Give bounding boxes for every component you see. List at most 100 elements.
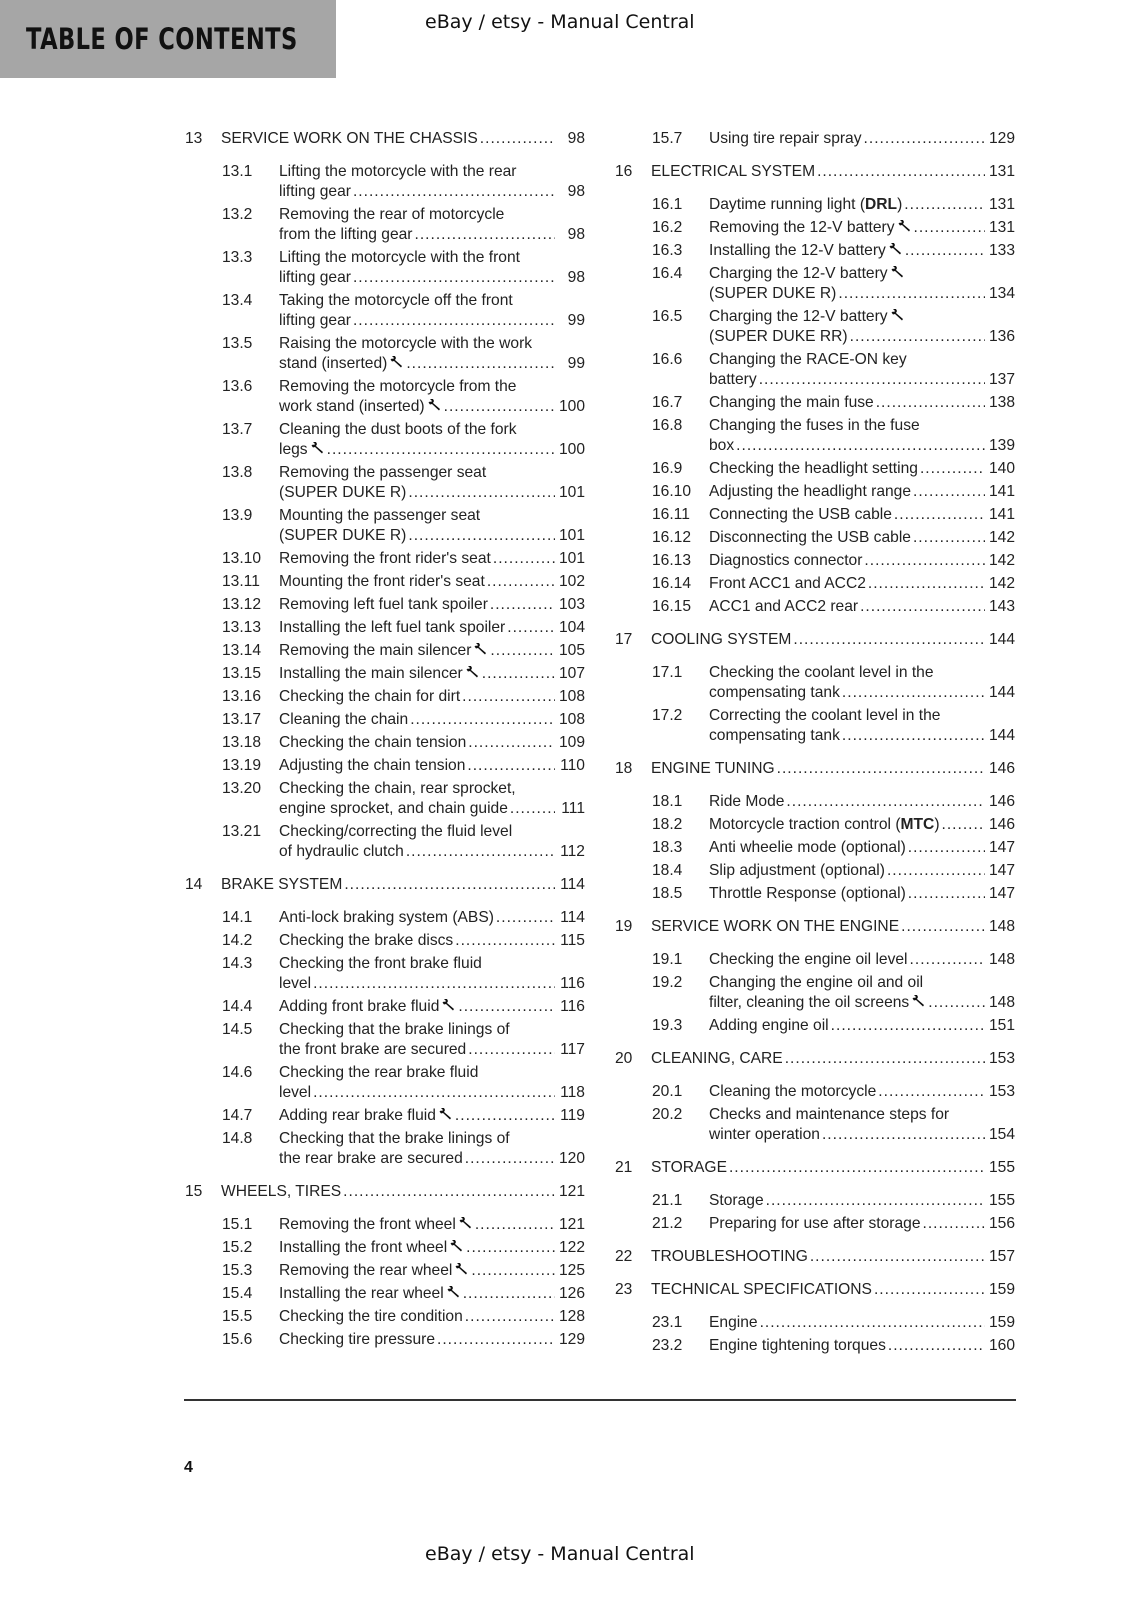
entry-page-number[interactable]: 108 [558, 711, 585, 728]
entry-page-number[interactable]: 103 [558, 596, 585, 613]
entry-page-number[interactable]: 101 [558, 527, 585, 544]
toc-entry[interactable]: 16.6 Changing the RACE-ON key battery 137 [615, 350, 1015, 390]
toc-entry[interactable]: 17.2 Correcting the coolant level in the c… [615, 706, 1015, 746]
toc-chapter[interactable]: 19 SERVICE WORK ON THE ENGINE 148 [615, 917, 1015, 937]
entry-page-number[interactable]: 138 [988, 394, 1015, 411]
toc-entry[interactable]: 23.1 Engine 159 [615, 1313, 1015, 1333]
entry-page-number[interactable]: 115 [560, 932, 585, 949]
entry-page-number[interactable]: 153 [988, 1083, 1015, 1100]
entry-page-number[interactable]: 137 [988, 371, 1015, 388]
toc-entry[interactable]: 14.2 Checking the brake discs 115 [185, 931, 585, 951]
entry-page-number[interactable]: 156 [988, 1215, 1015, 1232]
toc-entry[interactable]: 20.1 Cleaning the motorcycle 153 [615, 1082, 1015, 1102]
entry-page-number[interactable]: 142 [988, 529, 1015, 546]
entry-page-number[interactable]: 144 [988, 631, 1015, 648]
toc-entry[interactable]: 20.2 Checks and maintenance steps for wint… [615, 1105, 1015, 1145]
toc-entry[interactable]: 14.6 Checking the rear brake fluid level 11… [185, 1063, 585, 1103]
entry-page-number[interactable]: 144 [988, 727, 1015, 744]
entry-page-number[interactable]: 100 [558, 441, 585, 458]
toc-entry[interactable]: 13.10 Removing the front rider's seat 101 [185, 549, 585, 569]
toc-chapter[interactable]: 15 WHEELS, TIRES 121 [185, 1182, 585, 1202]
toc-entry[interactable]: 15.1 Removing the front wheel 121 [185, 1215, 585, 1235]
entry-page-number[interactable]: 100 [558, 398, 585, 415]
entry-page-number[interactable]: 140 [988, 460, 1015, 477]
entry-page-number[interactable]: 160 [988, 1337, 1015, 1354]
entry-page-number[interactable]: 131 [988, 163, 1015, 180]
toc-entry[interactable]: 13.3 Lifting the motorcycle with the fron… [185, 248, 585, 288]
toc-entry[interactable]: 16.2 Removing the 12-V battery 131 [615, 218, 1015, 238]
entry-page-number[interactable]: 98 [567, 226, 585, 243]
toc-entry[interactable]: 18.5 Throttle Response (optional) 147 [615, 884, 1015, 904]
entry-page-number[interactable]: 120 [558, 1150, 585, 1167]
entry-page-number[interactable]: 99 [567, 312, 585, 329]
toc-chapter[interactable]: 14 BRAKE SYSTEM 114 [185, 875, 585, 895]
toc-chapter[interactable]: 17 COOLING SYSTEM 144 [615, 630, 1015, 650]
entry-page-number[interactable]: 159 [988, 1314, 1015, 1331]
entry-page-number[interactable]: 141 [988, 506, 1015, 523]
toc-entry[interactable]: 16.7 Changing the main fuse 138 [615, 393, 1015, 413]
toc-entry[interactable]: 13.1 Lifting the motorcycle with the rear… [185, 162, 585, 202]
toc-chapter[interactable]: 21 STORAGE 155 [615, 1158, 1015, 1178]
toc-entry[interactable]: 19.1 Checking the engine oil level 148 [615, 950, 1015, 970]
entry-page-number[interactable]: 105 [558, 642, 585, 659]
entry-page-number[interactable]: 98 [567, 269, 585, 286]
toc-entry[interactable]: 13.12 Removing left fuel tank spoiler 103 [185, 595, 585, 615]
toc-entry[interactable]: 16.14 Front ACC1 and ACC2 142 [615, 574, 1015, 594]
toc-entry[interactable]: 13.15 Installing the main silencer 107 [185, 664, 585, 684]
entry-page-number[interactable]: 118 [560, 1084, 585, 1101]
entry-page-number[interactable]: 102 [558, 573, 585, 590]
toc-entry[interactable]: 13.13 Installing the left fuel tank spoil… [185, 618, 585, 638]
entry-page-number[interactable]: 134 [988, 285, 1015, 302]
entry-page-number[interactable]: 99 [567, 355, 585, 372]
entry-page-number[interactable]: 131 [988, 219, 1015, 236]
toc-entry[interactable]: 13.14 Removing the main silencer 105 [185, 641, 585, 661]
toc-entry[interactable]: 13.20 Checking the chain, rear sprocket, e… [185, 779, 585, 819]
toc-entry[interactable]: 15.5 Checking the tire condition 128 [185, 1307, 585, 1327]
toc-entry[interactable]: 13.16 Checking the chain for dirt 108 [185, 687, 585, 707]
toc-entry[interactable]: 15.2 Installing the front wheel 122 [185, 1238, 585, 1258]
entry-page-number[interactable]: 125 [558, 1262, 585, 1279]
toc-entry[interactable]: 15.6 Checking tire pressure 129 [185, 1330, 585, 1350]
entry-page-number[interactable]: 143 [988, 598, 1015, 615]
entry-page-number[interactable]: 148 [988, 918, 1015, 935]
toc-entry[interactable]: 21.2 Preparing for use after storage 156 [615, 1214, 1015, 1234]
toc-entry[interactable]: 13.8 Removing the passenger seat (SUPER DU… [185, 463, 585, 503]
entry-page-number[interactable]: 155 [988, 1159, 1015, 1176]
entry-page-number[interactable]: 128 [558, 1308, 585, 1325]
entry-page-number[interactable]: 157 [988, 1248, 1015, 1265]
toc-entry[interactable]: 13.18 Checking the chain tension 109 [185, 733, 585, 753]
entry-page-number[interactable]: 142 [988, 575, 1015, 592]
toc-entry[interactable]: 13.11 Mounting the front rider's seat 102 [185, 572, 585, 592]
toc-entry[interactable]: 18.4 Slip adjustment (optional) 147 [615, 861, 1015, 881]
toc-entry[interactable]: 13.19 Adjusting the chain tension 110 [185, 756, 585, 776]
entry-page-number[interactable]: 112 [560, 843, 585, 860]
toc-entry[interactable]: 16.8 Changing the fuses in the fuse box 139 [615, 416, 1015, 456]
entry-page-number[interactable]: 108 [558, 688, 585, 705]
toc-entry[interactable]: 18.2 Motorcycle traction control (MTC) 146 [615, 815, 1015, 835]
entry-page-number[interactable]: 148 [988, 994, 1015, 1011]
entry-page-number[interactable]: 122 [558, 1239, 585, 1256]
toc-chapter[interactable]: 23 TECHNICAL SPECIFICATIONS 159 [615, 1280, 1015, 1300]
toc-entry[interactable]: 16.1 Daytime running light (DRL) 131 [615, 195, 1015, 215]
entry-page-number[interactable]: 159 [988, 1281, 1015, 1298]
toc-entry[interactable]: 13.4 Taking the motorcycle off the front l… [185, 291, 585, 331]
entry-page-number[interactable]: 155 [988, 1192, 1015, 1209]
entry-page-number[interactable]: 146 [988, 793, 1015, 810]
entry-page-number[interactable]: 131 [988, 196, 1015, 213]
entry-page-number[interactable]: 147 [988, 862, 1015, 879]
toc-entry[interactable]: 13.6 Removing the motorcycle from the work… [185, 377, 585, 417]
toc-entry[interactable]: 13.9 Mounting the passenger seat (SUPER DU… [185, 506, 585, 546]
toc-entry[interactable]: 13.5 Raising the motorcycle with the work… [185, 334, 585, 374]
entry-page-number[interactable]: 144 [988, 684, 1015, 701]
entry-page-number[interactable]: 116 [560, 998, 585, 1015]
toc-entry[interactable]: 13.21 Checking/correcting the fluid level… [185, 822, 585, 862]
entry-page-number[interactable]: 142 [988, 552, 1015, 569]
entry-page-number[interactable]: 119 [560, 1107, 585, 1124]
entry-page-number[interactable]: 136 [988, 328, 1015, 345]
toc-entry[interactable]: 19.2 Changing the engine oil and oil filte… [615, 973, 1015, 1013]
entry-page-number[interactable]: 111 [561, 800, 585, 817]
entry-page-number[interactable]: 98 [567, 130, 585, 147]
toc-entry[interactable]: 15.7 Using tire repair spray 129 [615, 129, 1015, 149]
entry-page-number[interactable]: 153 [988, 1050, 1015, 1067]
entry-page-number[interactable]: 117 [560, 1041, 585, 1058]
